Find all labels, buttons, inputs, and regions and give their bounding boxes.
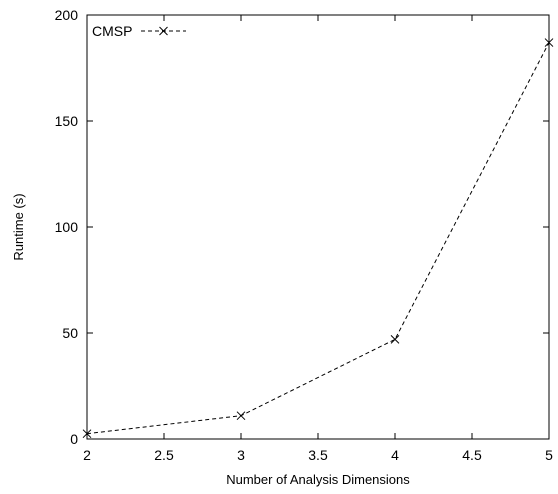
legend-label: CMSP: [92, 23, 132, 39]
x-tick-label: 4: [391, 447, 399, 463]
y-tick-label: 150: [55, 113, 79, 129]
y-axis-label: Runtime (s): [11, 193, 26, 260]
legend-marker: [159, 26, 168, 36]
y-tick-label: 200: [55, 7, 79, 23]
data-point-marker: [236, 411, 246, 421]
x-tick-label: 2.5: [154, 447, 174, 463]
legend: CMSP: [92, 23, 186, 39]
x-tick-label: 3.5: [308, 447, 328, 463]
x-tick-label: 2: [83, 447, 91, 463]
x-tick-label: 3: [237, 447, 245, 463]
data-point-marker: [544, 38, 554, 47]
series-layer: [82, 38, 554, 439]
x-axis-ticks: 2 2.5 3 3.5 4 4.5 5: [83, 15, 553, 463]
series-line-cmsp: [86, 42, 550, 435]
data-point-marker: [390, 335, 400, 344]
data-point-marker: [82, 429, 92, 439]
x-tick-label: 5: [545, 447, 553, 463]
y-tick-label: 50: [62, 325, 78, 341]
x-axis-label: Number of Analysis Dimensions: [226, 472, 410, 487]
plot-frame: [86, 14, 550, 440]
y-axis-ticks: 0 50 100 150 200: [55, 7, 549, 447]
y-tick-label: 100: [55, 219, 79, 235]
y-tick-label: 0: [70, 431, 78, 447]
x-tick-label: 4.5: [462, 447, 482, 463]
